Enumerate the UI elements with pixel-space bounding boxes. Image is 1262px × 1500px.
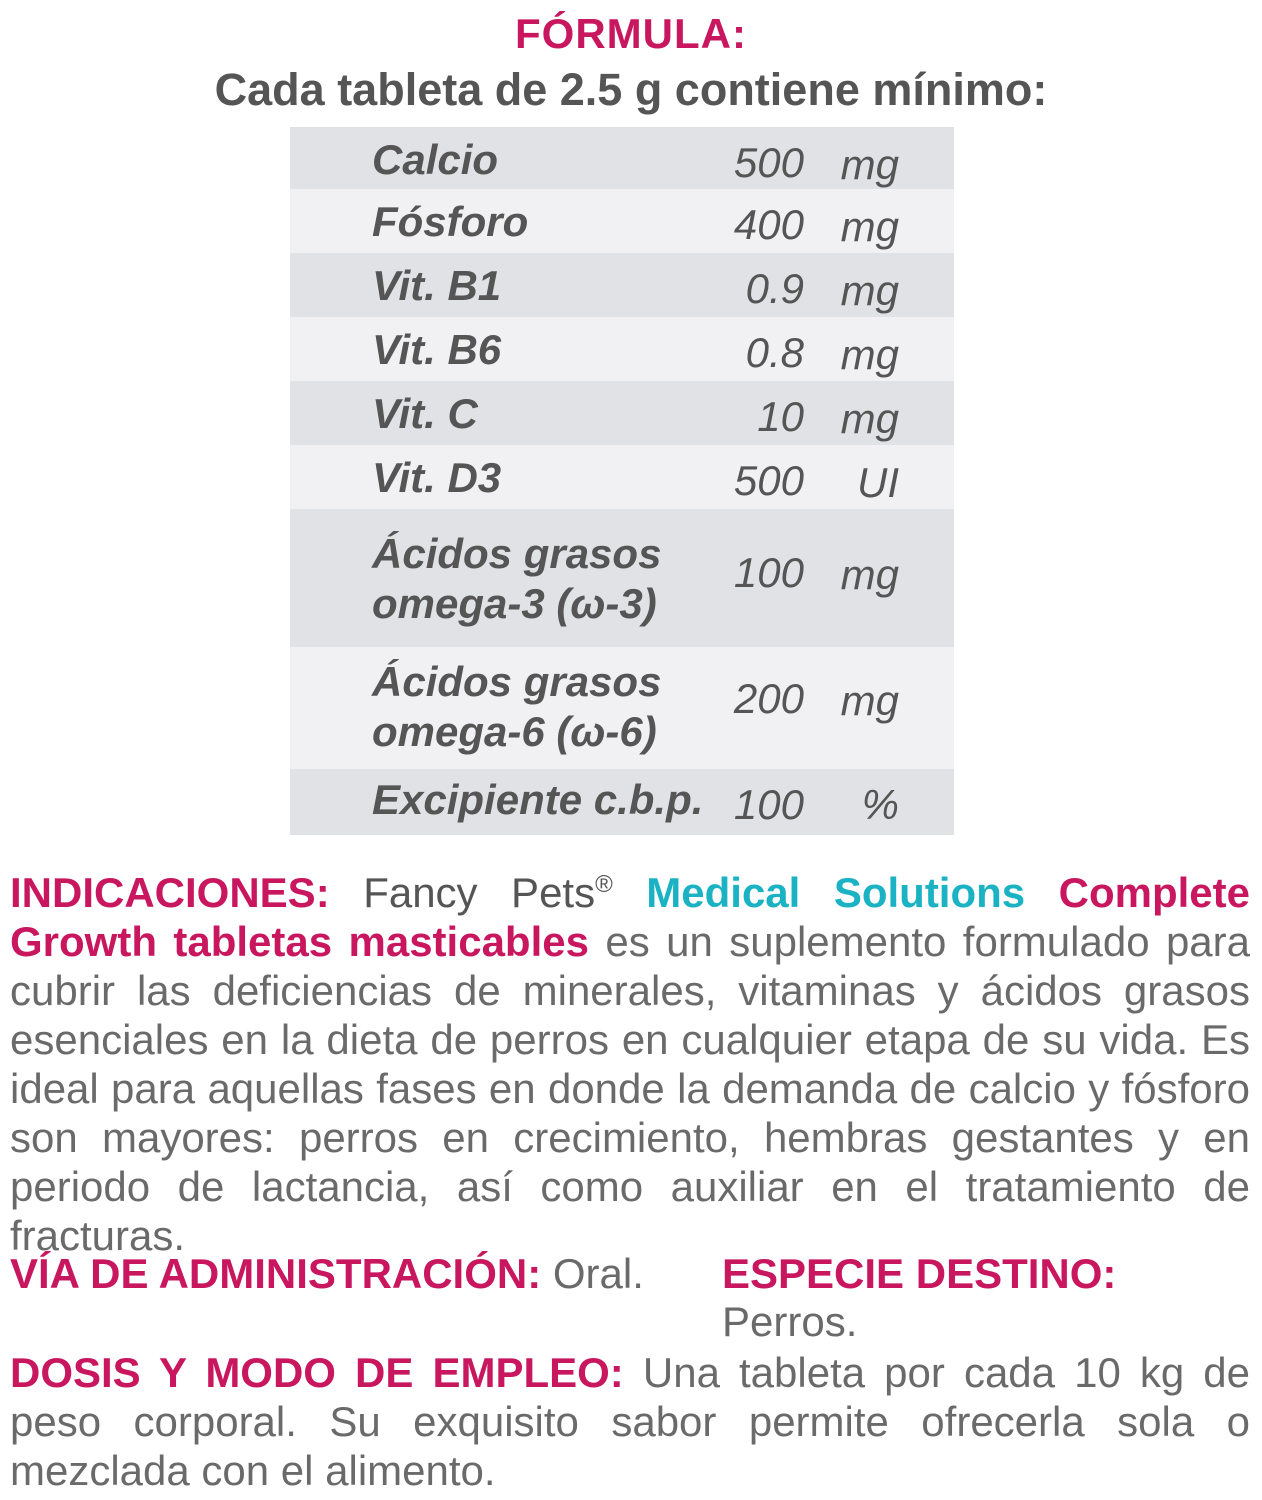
table-row: Calcio 500 mg <box>290 127 954 189</box>
table-row: Vit. B1 0.9 mg <box>290 253 954 317</box>
ingredient-name: Fósforo <box>372 198 529 245</box>
ingredient-name: Vit. B1 <box>372 262 502 309</box>
table-row: Fósforo 400 mg <box>290 189 954 253</box>
ingredient-amount: 500 <box>733 139 804 186</box>
ingredient-amount: 0.8 <box>745 329 804 376</box>
indicaciones-section: INDICACIONES: Fancy Pets® Medical Soluti… <box>10 860 1250 1260</box>
ingredient-name-line2: omega-3 (ω-3) <box>372 580 657 627</box>
ingredient-name-line1: Ácidos grasos <box>372 530 662 577</box>
via-label: VÍA DE ADMINISTRACIÓN: <box>10 1250 542 1297</box>
ingredient-name: Vit. C <box>372 390 478 437</box>
ingredient-amount: 500 <box>733 457 804 504</box>
table-row: Vit. C 10 mg <box>290 381 954 445</box>
ingredient-name: Vit. B6 <box>372 326 502 373</box>
product-name: Complete Growth tabletas masticables <box>10 869 1251 965</box>
ingredient-unit: mg <box>840 677 899 724</box>
ingredient-name-line1: Ácidos grasos <box>372 658 662 705</box>
ingredient-amount: 0.9 <box>745 265 804 312</box>
ingredient-unit: mg <box>840 551 899 598</box>
via-value: Oral. <box>552 1250 644 1297</box>
indicaciones-text: es un suplemento formulado para cubrir l… <box>10 918 1251 1259</box>
dosis-text: Una tableta por cada 10 kg de peso corpo… <box>10 1349 1251 1494</box>
ingredient-name: Excipiente c.b.p. <box>372 776 704 823</box>
ingredient-unit: mg <box>840 267 899 314</box>
ingredient-amount: 10 <box>757 393 804 440</box>
dosis-section: DOSIS Y MODO DE EMPLEO: Una tableta por … <box>10 1348 1250 1495</box>
dosis-label: DOSIS Y MODO DE EMPLEO: <box>10 1349 624 1396</box>
table-row: Ácidos grasos omega-3 (ω-3) 100 mg <box>290 509 954 647</box>
ingredient-unit: UI <box>857 459 899 506</box>
ingredient-name: Vit. D3 <box>372 454 502 501</box>
registered-mark: ® <box>595 871 613 898</box>
ingredient-unit: mg <box>840 203 899 250</box>
formula-heading: FÓRMULA: <box>515 10 747 57</box>
ingredient-unit: mg <box>840 331 899 378</box>
via-line: VÍA DE ADMINISTRACIÓN: Oral. <box>10 1250 644 1298</box>
formula-table: Calcio 500 mg Fósforo 400 mg Vit. B1 0.9… <box>290 127 954 835</box>
formula-subheading: Cada tableta de 2.5 g contiene mínimo: <box>214 64 1048 115</box>
brand-name: Fancy Pets <box>363 869 596 916</box>
ingredient-amount: 100 <box>733 781 804 828</box>
ingredient-amount: 200 <box>733 675 804 722</box>
indicaciones-label: INDICACIONES: <box>10 869 330 916</box>
ingredient-name-line2: omega-6 (ω-6) <box>372 708 657 755</box>
especie-label: ESPECIE DESTINO: <box>722 1250 1117 1297</box>
ingredient-unit: mg <box>840 395 899 442</box>
table-row: Ácidos grasos omega-6 (ω-6) 200 mg <box>290 647 954 769</box>
ingredient-unit: mg <box>840 141 899 188</box>
ingredient-name: Calcio <box>372 136 499 183</box>
table-row: Vit. B6 0.8 mg <box>290 317 954 381</box>
ingredient-unit: % <box>861 781 899 828</box>
especie-line: ESPECIE DESTINO: Perros. <box>722 1250 1262 1346</box>
product-line: Medical Solutions <box>646 869 1026 916</box>
table-row: Vit. D3 500 UI <box>290 445 954 509</box>
ingredient-amount: 400 <box>733 201 804 248</box>
especie-value: Perros. <box>722 1298 858 1345</box>
ingredient-amount: 100 <box>733 549 804 596</box>
table-row: Excipiente c.b.p. 100 % <box>290 769 954 835</box>
